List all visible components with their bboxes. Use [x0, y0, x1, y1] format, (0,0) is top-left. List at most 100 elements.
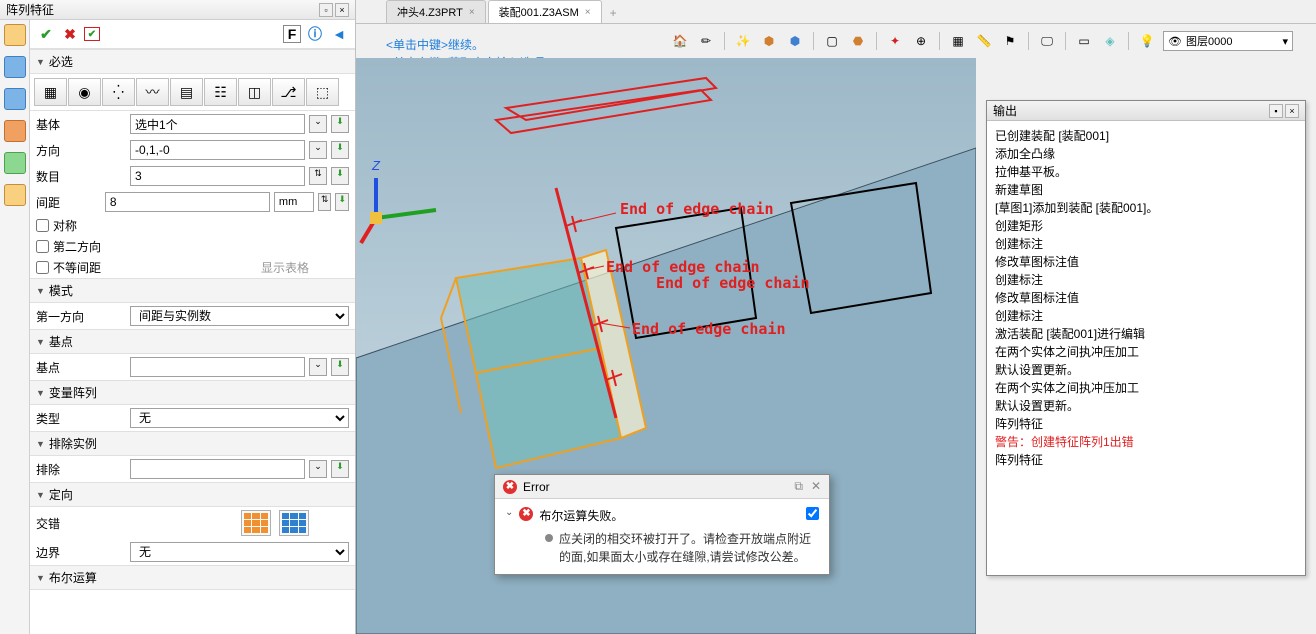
pattern-point-icon[interactable]: ⁛ — [102, 78, 135, 106]
layers-icon[interactable]: ◈ — [1100, 31, 1120, 51]
output-line: 阵列特征 — [995, 451, 1297, 469]
output-body[interactable]: 已创建装配 [装配001]添加全凸缘拉伸基平板。新建草图[草图1]添加到装配 [… — [987, 121, 1305, 575]
axis-icon[interactable]: ✦ — [885, 31, 905, 51]
boundary-select[interactable]: 无 — [130, 542, 349, 562]
pattern-circular-icon[interactable]: ◉ — [68, 78, 101, 106]
dir-input[interactable] — [130, 140, 305, 160]
symmetric-checkbox[interactable] — [36, 219, 49, 232]
output-line: 拉伸基平板。 — [995, 163, 1297, 181]
f-button[interactable]: F — [283, 25, 301, 43]
basept-input[interactable] — [130, 357, 305, 377]
ok-button[interactable]: ✔ — [36, 24, 56, 44]
error-bullet-icon — [545, 534, 553, 542]
section-bool-label: 布尔运算 — [49, 569, 97, 586]
pattern-var-icon[interactable]: ⎇ — [272, 78, 305, 106]
spacing-spinner[interactable]: ⇅ — [318, 193, 332, 211]
cube2-icon[interactable]: ⬢ — [785, 31, 805, 51]
pattern-table-icon[interactable]: ☷ — [204, 78, 237, 106]
section-vararray[interactable]: ▼变量阵列 — [30, 380, 355, 405]
section-orient[interactable]: ▼定向 — [30, 482, 355, 507]
spacing-unit[interactable] — [274, 192, 314, 212]
section-required[interactable]: ▼必选 — [30, 49, 355, 74]
section-basepoint-label: 基点 — [49, 333, 73, 350]
grid-icon[interactable]: ▦ — [948, 31, 968, 51]
dir-dropdown[interactable]: ⌄ — [309, 141, 327, 159]
tab-1-close[interactable]: × — [585, 7, 591, 18]
exclude-dropdown[interactable]: ⌄ — [309, 460, 327, 478]
section-mode[interactable]: ▼模式 — [30, 278, 355, 303]
error-pin[interactable]: ⧉ — [794, 479, 803, 494]
wire-icon[interactable]: ▢ — [822, 31, 842, 51]
side-icon-5[interactable] — [4, 152, 26, 174]
output-line: 修改草图标注值 — [995, 253, 1297, 271]
panel-restore-btn[interactable]: ▫ — [319, 3, 333, 17]
error-title: Error — [523, 480, 550, 494]
cancel-button[interactable]: ✖ — [60, 24, 80, 44]
output-close[interactable]: × — [1285, 104, 1299, 118]
count-spinner[interactable]: ⇅ — [309, 167, 327, 185]
output-header[interactable]: 输出 ▪ × — [987, 101, 1305, 121]
base-dropdown[interactable]: ⌄ — [309, 115, 327, 133]
basept-dropdown[interactable]: ⌄ — [309, 358, 327, 376]
rect-icon[interactable]: ▭ — [1074, 31, 1094, 51]
showgrid-button[interactable]: 显示表格 — [261, 259, 349, 276]
pattern-linear-icon[interactable]: ▦ — [34, 78, 67, 106]
side-icon-3[interactable] — [4, 88, 26, 110]
side-icon-1[interactable] — [4, 24, 26, 46]
count-pick[interactable]: ⬇ — [331, 167, 349, 185]
base-input[interactable] — [130, 114, 305, 134]
back-button[interactable]: ◄ — [329, 24, 349, 44]
panel-close-btn[interactable]: × — [335, 3, 349, 17]
layer-combo[interactable]: 👁 图层0000 ▾ — [1163, 31, 1293, 51]
side-icon-2[interactable] — [4, 56, 26, 78]
section-basepoint[interactable]: ▼基点 — [30, 329, 355, 354]
apply-button[interactable]: ✔ — [84, 27, 100, 41]
stagger-pattern1[interactable] — [241, 510, 271, 536]
measure-icon[interactable]: 📏 — [974, 31, 994, 51]
dir-pick[interactable]: ⬇ — [331, 141, 349, 159]
wand-icon[interactable]: ✨ — [733, 31, 753, 51]
error-close[interactable]: ✕ — [811, 479, 821, 494]
tab-add[interactable]: + — [604, 3, 623, 23]
tab-0-close[interactable]: × — [469, 7, 475, 18]
screen-icon[interactable]: 🖵 — [1037, 31, 1057, 51]
pattern-face-icon[interactable]: ◫ — [238, 78, 271, 106]
output-min[interactable]: ▪ — [1269, 104, 1283, 118]
pattern-ref-icon[interactable]: ⬚ — [306, 78, 339, 106]
pattern-fill-icon[interactable]: ▤ — [170, 78, 203, 106]
document-tabs: 冲头4.Z3PRT× 装配001.Z3ASM× + — [356, 0, 1316, 24]
home-icon[interactable]: 🏠 — [670, 31, 690, 51]
basept-pick[interactable]: ⬇ — [331, 358, 349, 376]
type-select[interactable]: 无 — [130, 408, 349, 428]
exclude-pick[interactable]: ⬇ — [331, 460, 349, 478]
tab-1[interactable]: 装配001.Z3ASM× — [488, 0, 602, 23]
output-line: 默认设置更新。 — [995, 361, 1297, 379]
flag-icon[interactable]: ⚑ — [1000, 31, 1020, 51]
section-exclude-label: 排除实例 — [49, 435, 97, 452]
section-exclude[interactable]: ▼排除实例 — [30, 431, 355, 456]
target-icon[interactable]: ⊕ — [911, 31, 931, 51]
info-button[interactable]: ⓘ — [305, 24, 325, 44]
count-input[interactable] — [130, 166, 305, 186]
shade-icon[interactable]: ⬣ — [848, 31, 868, 51]
error-expand[interactable]: ⌄ — [505, 507, 513, 518]
pattern-curve-icon[interactable]: 〰 — [136, 78, 169, 106]
tab-0[interactable]: 冲头4.Z3PRT× — [386, 0, 486, 23]
brush-icon[interactable]: ✏ — [696, 31, 716, 51]
side-icon-4[interactable] — [4, 120, 26, 142]
error-item-checkbox[interactable] — [806, 507, 819, 520]
firstdir-select[interactable]: 间距与实例数 — [130, 306, 349, 326]
cube1-icon[interactable]: ⬢ — [759, 31, 779, 51]
error-header[interactable]: ✖ Error ⧉ ✕ — [495, 475, 829, 499]
spacing-pick[interactable]: ⬇ — [335, 193, 349, 211]
spacing-input[interactable] — [105, 192, 270, 212]
unequal-checkbox[interactable] — [36, 261, 49, 274]
stagger-pattern2[interactable] — [279, 510, 309, 536]
seconddir-checkbox[interactable] — [36, 240, 49, 253]
output-line: 警告：创建特征阵列1出错 — [995, 433, 1297, 451]
section-bool[interactable]: ▼布尔运算 — [30, 565, 355, 590]
side-icon-6[interactable] — [4, 184, 26, 206]
bulb-icon[interactable]: 💡 — [1137, 31, 1157, 51]
base-pick[interactable]: ⬇ — [331, 115, 349, 133]
exclude-input[interactable] — [130, 459, 305, 479]
